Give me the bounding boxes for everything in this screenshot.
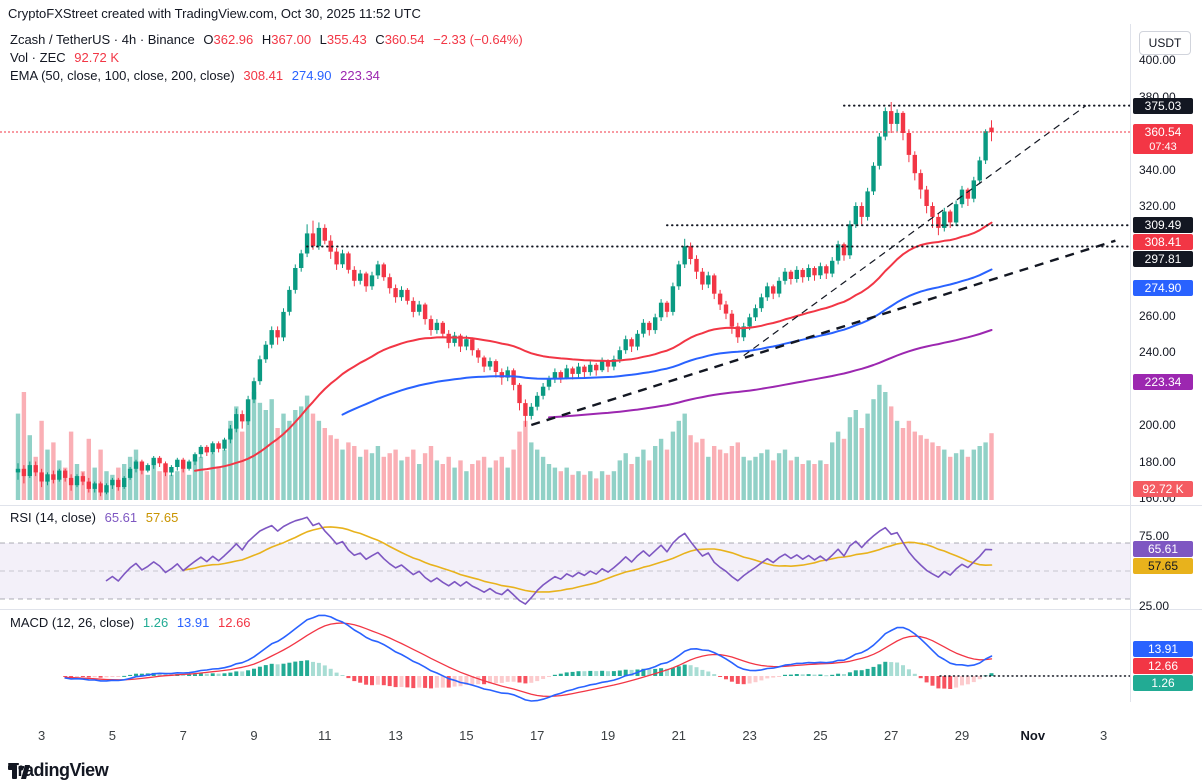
macd-hist-value: 1.26 xyxy=(142,615,169,630)
symbol-title[interactable]: Zcash / TetherUS · 4h · Binance xyxy=(10,32,195,47)
axis-tick: 320.00 xyxy=(1139,199,1176,213)
time-axis-label: 19 xyxy=(600,728,616,743)
ema200-value: 223.34 xyxy=(340,68,380,83)
time-axis-label: 21 xyxy=(671,728,687,743)
close-value: 360.54 xyxy=(384,32,425,47)
time-axis-label: 3 xyxy=(1099,728,1108,743)
rsi-value: 65.61 xyxy=(104,510,138,525)
rsi-ma-line[interactable] xyxy=(182,526,993,593)
time-axis-label: 3 xyxy=(37,728,46,743)
axis-tick: 200.00 xyxy=(1139,418,1176,432)
time-axis-label: 15 xyxy=(459,728,474,743)
ema100-value: 274.90 xyxy=(291,68,332,83)
rsi-band xyxy=(0,543,1130,599)
axis-tick: 75.00 xyxy=(1139,529,1170,543)
time-axis-label: 23 xyxy=(742,728,757,743)
low-label: L xyxy=(319,32,327,47)
tradingview-brand-text[interactable]: TradingView xyxy=(8,760,109,780)
low-value: 355.43 xyxy=(326,32,367,47)
macd-histogram xyxy=(63,660,994,689)
ema-200-line[interactable] xyxy=(548,329,993,419)
change-value: −2.33 (−0.64%) xyxy=(433,32,523,47)
axis-tick: 260.00 xyxy=(1139,308,1176,323)
ema-50-line[interactable] xyxy=(194,221,993,472)
axis-badge: 65.61 xyxy=(1133,541,1193,558)
tradingview-logo-icon[interactable] xyxy=(8,761,30,781)
countdown-badge: 07:43 xyxy=(1133,140,1193,154)
time-axis-label: 27 xyxy=(883,728,899,743)
time-axis-label: 9 xyxy=(250,728,258,743)
main-legend: Zcash / TetherUS · 4h · Binance O362.96 … xyxy=(10,31,528,85)
time-axis-label: 29 xyxy=(954,728,970,743)
rsi-panel[interactable] xyxy=(0,506,1130,610)
axis-badge: 297.81 xyxy=(1133,251,1193,268)
macd-line[interactable] xyxy=(64,614,993,702)
axis-badge: 1.26 xyxy=(1133,674,1193,691)
axis-badge: 92.72 K xyxy=(1133,481,1193,497)
axis-tick: 400.00 xyxy=(1139,53,1176,67)
horizontal-levels[interactable] xyxy=(306,104,1130,248)
open-label: O xyxy=(203,32,214,47)
macd-legend: MACD (12, 26, close) 1.26 13.91 12.66 xyxy=(10,614,256,632)
panel-separator-macd[interactable] xyxy=(0,609,1202,610)
ema-label[interactable]: EMA (50, close, 100, close, 200, close) xyxy=(10,68,235,83)
time-axis-label: 17 xyxy=(529,728,545,743)
close-label: C xyxy=(375,32,385,47)
volume-bars xyxy=(15,384,994,500)
rsi-line[interactable] xyxy=(105,516,993,605)
footer: TradingView xyxy=(8,760,109,781)
time-axis-label: 13 xyxy=(388,728,403,743)
time-axis-label: 25 xyxy=(813,728,828,743)
axis-badge: 57.65 xyxy=(1133,558,1193,575)
axis-badge: 360.54 07:43 xyxy=(1133,124,1193,154)
main-price-chart[interactable] xyxy=(0,24,1130,506)
macd-label[interactable]: MACD (12, 26, close) xyxy=(10,615,135,630)
high-label: H xyxy=(261,32,272,47)
axis-badge: 223.34 xyxy=(1133,374,1193,391)
time-axis-label: 5 xyxy=(108,728,117,743)
volume-row: Vol · ZEC 92.72 K xyxy=(10,49,528,67)
high-value: 367.00 xyxy=(271,32,312,47)
axis-tick: 180.00 xyxy=(1139,454,1176,469)
symbol-row: Zcash / TetherUS · 4h · Binance O362.96 … xyxy=(10,31,528,49)
time-axis-label: 7 xyxy=(179,728,187,743)
ema-row: EMA (50, close, 100, close, 200, close) … xyxy=(10,67,528,85)
axis-badge: 308.41 xyxy=(1133,234,1193,251)
open-value: 362.96 xyxy=(213,32,254,47)
axis-badge: 274.90 xyxy=(1133,280,1193,297)
macd-panel[interactable] xyxy=(0,610,1130,702)
macd-line-value: 13.91 xyxy=(176,615,210,630)
volume-label[interactable]: Vol · ZEC xyxy=(10,50,66,65)
attribution-text: CryptoFXStreet created with TradingView.… xyxy=(8,6,421,21)
axis-badge: 13.91 xyxy=(1133,640,1193,657)
axis-tick: 340.00 xyxy=(1139,162,1176,177)
currency-button[interactable]: USDT xyxy=(1139,31,1191,55)
axis-tick: 25.00 xyxy=(1139,599,1170,613)
panel-separator-rsi[interactable] xyxy=(0,505,1202,506)
axis-badge: 12.66 xyxy=(1133,657,1193,674)
axis-tick: 240.00 xyxy=(1139,345,1176,359)
price-axis-border xyxy=(1130,24,1131,702)
volume-value: 92.72 K xyxy=(74,50,120,65)
axis-badge: 309.49 xyxy=(1133,217,1193,234)
rsi-ma-value: 57.65 xyxy=(145,510,179,525)
axis-badge: 375.03 xyxy=(1133,97,1193,114)
macd-signal-value: 12.66 xyxy=(218,615,251,630)
time-axis-label: Nov xyxy=(1020,728,1046,743)
rsi-label[interactable]: RSI (14, close) xyxy=(10,510,96,525)
time-axis[interactable]: 3 5 7 9 11 13 15 17 19 21 23 25 27 29 Nov 3 xyxy=(0,702,1202,758)
trendlines[interactable] xyxy=(530,105,1116,427)
time-axis-label: 11 xyxy=(318,728,332,743)
ema50-value: 308.41 xyxy=(243,68,284,83)
rsi-legend: RSI (14, close) 65.61 57.65 xyxy=(10,509,183,527)
ema-100-line[interactable] xyxy=(341,268,993,416)
macd-signal-line[interactable] xyxy=(64,622,993,698)
candles xyxy=(15,102,994,497)
